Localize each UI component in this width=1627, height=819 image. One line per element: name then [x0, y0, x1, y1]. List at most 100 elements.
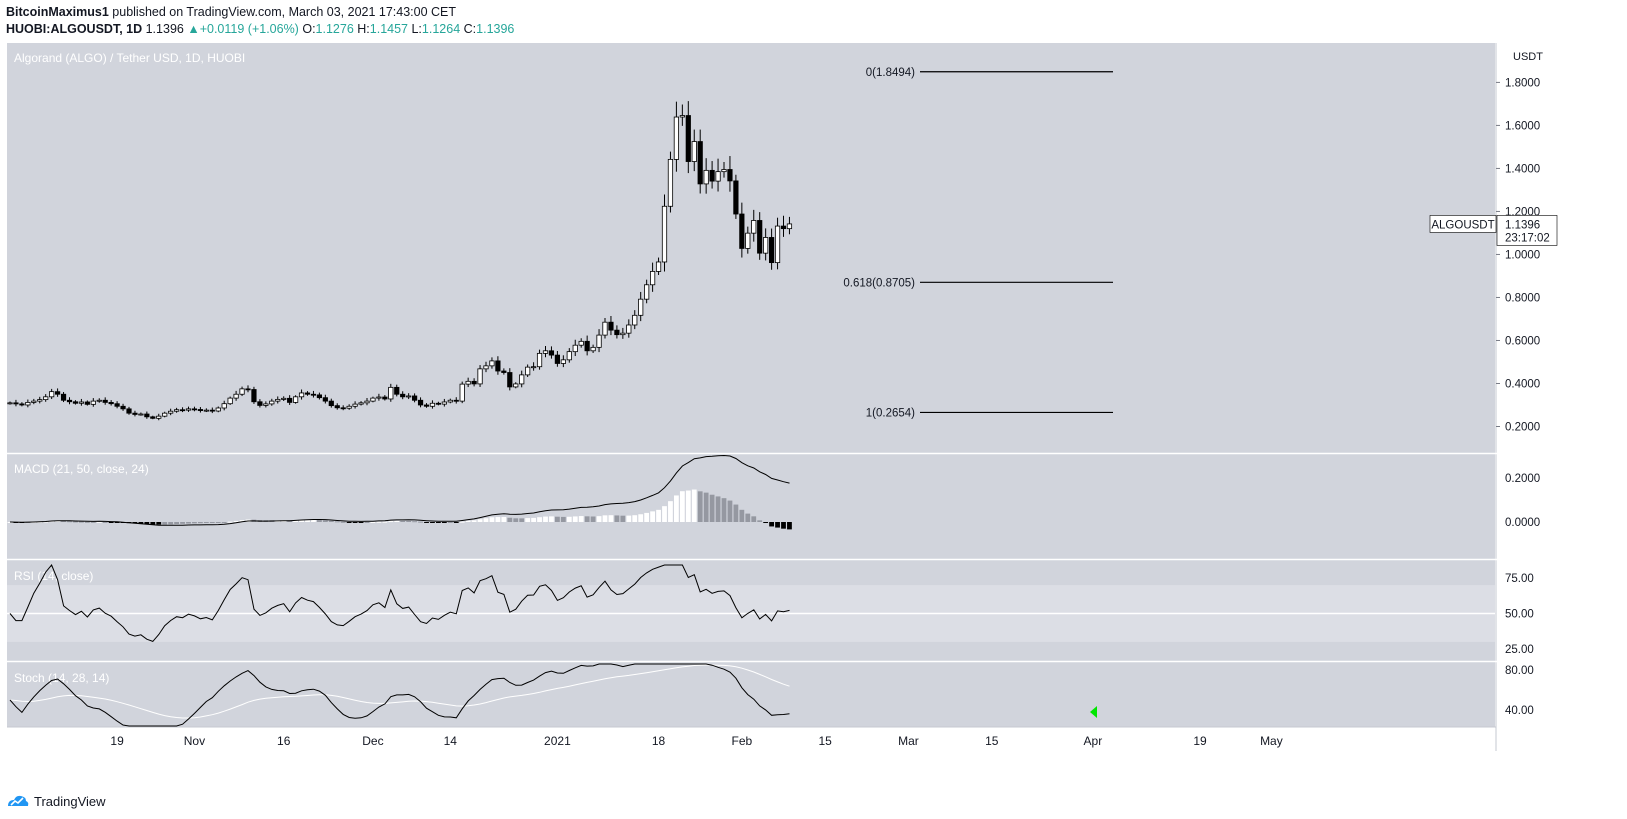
macd-histogram-bar	[394, 520, 400, 522]
macd-histogram-bar	[114, 522, 120, 523]
candle-body	[281, 397, 287, 400]
candle-body	[667, 158, 674, 207]
macd-histogram-bar	[656, 509, 661, 522]
candle-body	[417, 399, 424, 406]
pane-4-background	[7, 662, 1495, 727]
candle-body	[536, 352, 543, 368]
candle-body	[340, 407, 346, 410]
macd-histogram-bar	[513, 518, 519, 522]
rsi-tick-label: 50.00	[1505, 609, 1534, 621]
rsi-tick-label: 75.00	[1505, 573, 1534, 585]
macd-histogram-bar	[441, 522, 447, 523]
time-tick-label: Mar	[898, 734, 919, 748]
macd-histogram-bar	[168, 522, 174, 525]
macd-histogram-bar	[650, 511, 655, 522]
candle-body	[185, 408, 192, 411]
macd-histogram-bar	[626, 515, 632, 522]
macd-histogram-bar	[293, 520, 298, 522]
macd-histogram-bar	[328, 520, 334, 522]
candle-body	[328, 400, 334, 407]
macd-histogram-bar	[632, 515, 638, 522]
candle-body	[596, 334, 602, 348]
macd-histogram-bar	[43, 521, 49, 523]
time-tick-label: 14	[444, 734, 458, 748]
macd-histogram-bar	[668, 501, 673, 522]
candle-body	[679, 115, 685, 118]
candle-body	[655, 261, 662, 272]
candle-body	[620, 332, 626, 336]
candle-body	[519, 374, 525, 385]
candle-body	[584, 340, 590, 352]
macd-histogram-bar	[61, 521, 66, 523]
chart-canvas[interactable]: 19 Nov 16 Dec 14 2021 18 Feb 15 Mar 15 Apr 19 May USDT…	[0, 0, 1627, 790]
macd-histogram-bar	[757, 520, 763, 522]
green-arrow-icon	[1090, 706, 1097, 718]
macd-histogram-bar	[144, 522, 150, 525]
candle-body	[673, 116, 680, 160]
macd-histogram-bar	[400, 520, 406, 522]
symbol-name: HUOBI:ALGOUSDT, 1D	[6, 22, 143, 36]
macd-histogram-bar	[358, 522, 364, 523]
macd-histogram-bar	[317, 520, 322, 522]
candle-body	[275, 398, 281, 402]
last-price: 1.1396	[145, 22, 184, 36]
pane-2-background	[7, 454, 1495, 559]
macd-histogram-bar	[156, 522, 162, 525]
tradingview-brand[interactable]: TradingView	[6, 793, 106, 809]
candle-body	[715, 171, 721, 182]
candle-body	[376, 396, 382, 399]
macd-histogram-bar	[227, 521, 233, 523]
candle-body	[786, 223, 793, 230]
time-tick-label: 2021	[544, 734, 571, 748]
candle-body	[554, 354, 561, 364]
macd-histogram-bar	[352, 522, 358, 523]
candle-body	[757, 220, 763, 254]
candle-body	[287, 397, 293, 403]
macd-histogram-bar	[233, 520, 239, 522]
macd-histogram-bar	[37, 521, 43, 523]
candle-body	[144, 413, 150, 418]
price-tick-label: 1.8000	[1505, 77, 1540, 89]
candle-body	[49, 391, 55, 398]
macd-histogram-bar	[471, 520, 477, 522]
candle-body	[769, 237, 775, 264]
candle-body	[644, 284, 650, 300]
macd-histogram-bar	[525, 518, 531, 522]
time-tick-label: 18	[652, 734, 666, 748]
candle-body	[513, 383, 519, 388]
candle-body	[108, 402, 114, 405]
macd-histogram-bar	[709, 494, 715, 522]
candle-body	[489, 360, 495, 367]
time-tick-label: 19	[1193, 734, 1207, 748]
candle-body	[477, 368, 483, 385]
macd-histogram-bar	[186, 522, 191, 524]
macd-histogram-bar	[239, 520, 245, 522]
candle-body	[132, 412, 138, 415]
macd-histogram-bar	[132, 522, 138, 524]
candle-body	[400, 393, 406, 398]
time-tick-label: Nov	[184, 734, 205, 748]
price-tick-label: 0.6000	[1505, 335, 1540, 347]
candle-body	[423, 404, 430, 407]
candle-body	[578, 340, 584, 346]
candle-body	[453, 399, 459, 402]
candle-body	[150, 416, 156, 419]
macd-histogram-bar	[614, 515, 620, 522]
author-name[interactable]: BitcoinMaximus1	[6, 5, 109, 19]
macd-histogram-bar	[465, 520, 471, 522]
candle-body	[590, 346, 596, 352]
macd-tick-label: 0.0000	[1505, 517, 1540, 529]
macd-tick-label: 0.2000	[1505, 473, 1540, 485]
candle-body	[733, 180, 739, 215]
macd-histogram-bar	[566, 516, 572, 522]
candle-body	[774, 225, 781, 264]
candle-body	[203, 409, 209, 412]
macd-histogram-bar	[495, 517, 501, 522]
candle-body	[382, 396, 388, 400]
candle-body	[691, 141, 697, 162]
fib-level-label: 1(0.2654)	[866, 407, 915, 419]
candle-body	[209, 409, 215, 412]
macd-histogram-bar	[382, 521, 388, 523]
stoch-pane-title: Stoch (14, 28, 14)	[14, 671, 109, 685]
macd-histogram-bar	[406, 520, 412, 522]
